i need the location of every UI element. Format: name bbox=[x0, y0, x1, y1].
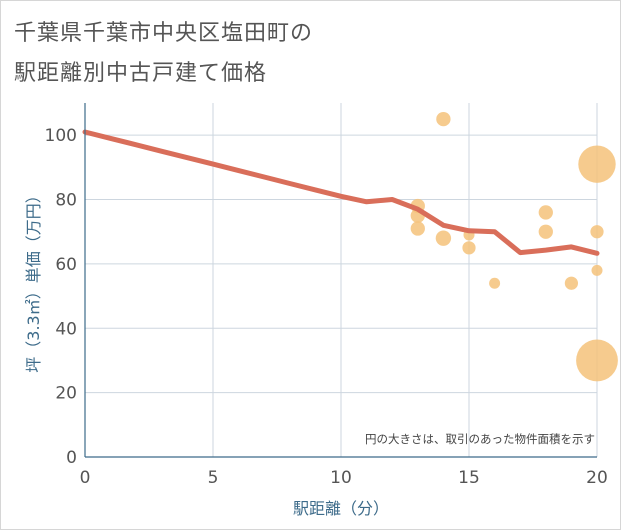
x-tick-label: 20 bbox=[586, 468, 608, 488]
scatter-point bbox=[435, 230, 452, 246]
scatter-point bbox=[462, 241, 476, 255]
y-tick-label: 20 bbox=[55, 384, 77, 404]
chart-title-line2: 駅距離別中古戸建て価格 bbox=[14, 61, 268, 86]
chart-title-line1: 千葉県千葉市中央区塩田町の bbox=[14, 21, 314, 46]
y-tick-label: 0 bbox=[66, 448, 77, 468]
x-tick-label: 15 bbox=[458, 468, 480, 488]
scatter-point bbox=[578, 145, 616, 183]
scatter-point bbox=[410, 221, 425, 236]
y-tick-label: 80 bbox=[55, 191, 77, 211]
scatter-point bbox=[576, 339, 618, 382]
scatter-point bbox=[590, 225, 604, 239]
axes bbox=[84, 103, 597, 458]
grid-lines bbox=[85, 103, 598, 457]
scatter-point bbox=[538, 224, 553, 239]
y-tick-label: 40 bbox=[55, 319, 77, 339]
y-axis-label: 坪（3.3㎡）単価（万円） bbox=[24, 187, 43, 372]
size-annotation: 円の大きさは、取引のあった物件面積を示す bbox=[365, 432, 595, 446]
x-tick-label: 0 bbox=[80, 468, 91, 488]
y-tick-label: 60 bbox=[55, 255, 77, 275]
x-axis-label: 駅距離（分） bbox=[293, 499, 389, 518]
scatter-point bbox=[436, 111, 451, 127]
scatter-point bbox=[591, 264, 603, 276]
trend-line bbox=[82, 129, 600, 256]
scatter-point bbox=[564, 276, 579, 290]
scatter-point bbox=[489, 277, 501, 289]
y-tick-label: 100 bbox=[45, 126, 77, 146]
scatter-point bbox=[538, 205, 553, 220]
x-tick-label: 5 bbox=[208, 468, 219, 488]
x-tick-label: 10 bbox=[330, 468, 352, 488]
tick-labels: 0 20 40 60 80 100 0 5 10 15 20 bbox=[45, 126, 608, 488]
